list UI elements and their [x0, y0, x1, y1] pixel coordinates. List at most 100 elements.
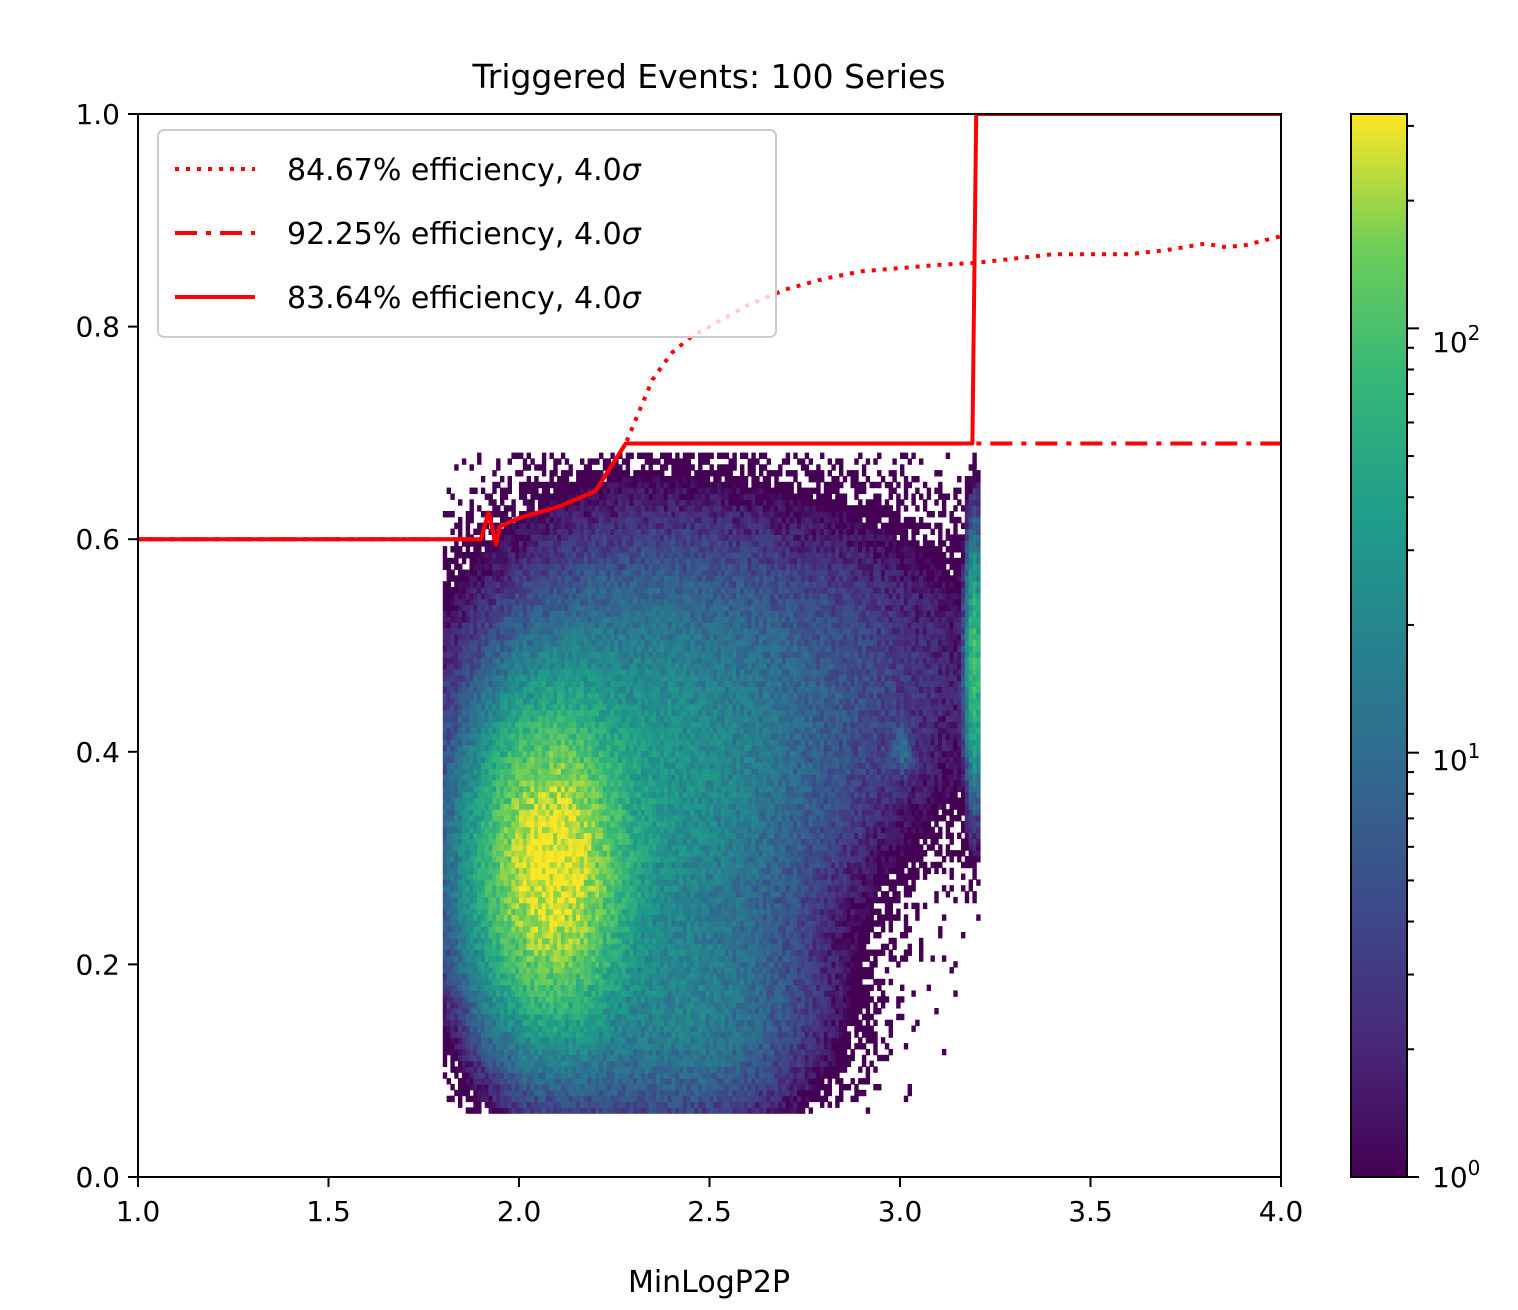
heatmap-cell	[610, 750, 615, 758]
heatmap-cell	[477, 785, 482, 793]
heatmap-cell	[461, 908, 467, 915]
heatmap-cell	[560, 721, 566, 728]
heatmap-cell	[568, 891, 573, 898]
heatmap-cell	[503, 709, 509, 717]
heatmap-cell	[610, 926, 615, 933]
heatmap-cell	[602, 657, 608, 664]
heatmap-cell	[454, 715, 459, 723]
heatmap-cell	[595, 686, 600, 693]
heatmap-cell	[488, 996, 493, 1003]
heatmap-cell	[507, 698, 512, 705]
heatmap-cell	[602, 592, 608, 600]
heatmap-cell	[469, 639, 474, 647]
heatmap-cell	[526, 487, 531, 494]
heatmap-cell	[454, 937, 459, 945]
heatmap-cell	[446, 639, 451, 647]
heatmap-cell	[568, 522, 573, 530]
heatmap-cell	[515, 809, 520, 816]
heatmap-cell	[557, 1072, 562, 1079]
heatmap-cell	[496, 727, 501, 734]
heatmap-cell	[587, 1002, 592, 1009]
heatmap-cell	[503, 1025, 509, 1032]
heatmap-cell	[473, 1060, 478, 1067]
heatmap-cell	[572, 557, 577, 565]
heatmap-cell	[610, 639, 615, 647]
heatmap-cell	[461, 949, 467, 956]
heatmap-cell	[576, 861, 581, 869]
heatmap-cell	[511, 990, 516, 997]
heatmap-cell	[580, 610, 585, 617]
heatmap-cell	[553, 1084, 558, 1091]
heatmap-cell	[572, 663, 577, 670]
heatmap-cell	[602, 569, 608, 576]
heatmap-cell	[595, 476, 600, 483]
heatmap-cell	[568, 581, 573, 588]
heatmap-cell	[496, 867, 501, 875]
heatmap-cell	[480, 1095, 486, 1103]
heatmap-cell	[595, 645, 600, 652]
heatmap-cell	[576, 540, 581, 547]
heatmap-cell	[522, 809, 528, 816]
heatmap-cell	[618, 984, 623, 991]
heatmap-cell	[580, 879, 585, 886]
heatmap-cell	[568, 932, 573, 939]
heatmap-cell	[465, 546, 471, 553]
heatmap-cell	[595, 791, 600, 799]
heatmap-cell	[610, 967, 615, 974]
heatmap-cell	[507, 663, 512, 670]
heatmap-cell	[538, 967, 543, 974]
heatmap-cell	[522, 516, 528, 524]
heatmap-cell	[473, 967, 478, 974]
heatmap-cell	[538, 557, 543, 565]
heatmap-cell	[560, 633, 566, 641]
heatmap-cell	[610, 861, 615, 869]
heatmap-cell	[549, 704, 554, 711]
heatmap-cell	[465, 844, 471, 851]
heatmap-cell	[500, 733, 505, 740]
heatmap-cell	[614, 774, 619, 781]
heatmap-cell	[526, 896, 531, 904]
heatmap-cell	[545, 1078, 551, 1085]
heatmap-cell	[541, 932, 547, 939]
heatmap-cell	[595, 1066, 600, 1073]
heatmap-cell	[618, 704, 623, 711]
heatmap-cell	[534, 639, 539, 647]
heatmap-cell	[553, 481, 558, 489]
heatmap-cell	[477, 1066, 482, 1073]
heatmap-cell	[564, 972, 570, 980]
heatmap-cell	[595, 943, 600, 951]
heatmap-cell	[618, 1095, 623, 1103]
heatmap-cell	[507, 1048, 512, 1056]
heatmap-cell	[503, 1095, 509, 1103]
heatmap-cell	[606, 493, 611, 500]
heatmap-cell	[465, 1066, 471, 1073]
heatmap-cell	[500, 797, 505, 804]
heatmap-cell	[458, 785, 463, 793]
heatmap-cell	[553, 780, 558, 787]
heatmap-cell	[515, 774, 520, 781]
heatmap-cell	[454, 628, 459, 635]
heatmap-cell	[477, 633, 482, 641]
heatmap-cell	[515, 1054, 520, 1062]
heatmap-cell	[602, 1054, 608, 1062]
heatmap-cell	[503, 587, 509, 594]
heatmap-cell	[580, 481, 585, 489]
heatmap-cell	[602, 1089, 608, 1097]
heatmap-cell	[553, 920, 558, 927]
heatmap-cell	[549, 470, 554, 477]
heatmap-cell	[587, 949, 592, 956]
heatmap-cell	[618, 1066, 623, 1073]
heatmap-cell	[576, 557, 581, 565]
heatmap-cell	[583, 750, 589, 758]
heatmap-cell	[522, 768, 528, 775]
heatmap-cell	[442, 546, 448, 553]
heatmap-cell	[560, 1008, 566, 1015]
heatmap-cell	[477, 505, 482, 512]
heatmap-cell	[465, 943, 471, 951]
heatmap-cell	[557, 984, 562, 991]
heatmap-cell	[583, 487, 589, 494]
heatmap-cell	[538, 926, 543, 933]
heatmap-cell	[553, 557, 558, 565]
heatmap-cell	[488, 1095, 493, 1103]
heatmap-cell	[477, 610, 482, 617]
